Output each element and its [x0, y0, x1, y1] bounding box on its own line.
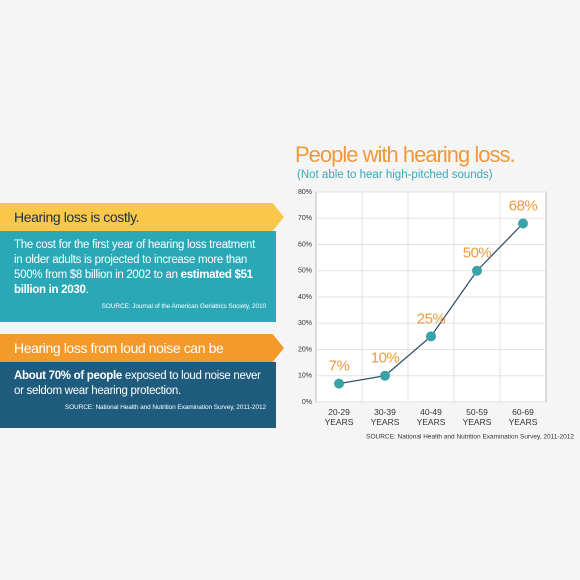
- data-label: 50%: [463, 245, 492, 262]
- data-label: 25%: [417, 310, 446, 327]
- info-block: About 70% of people exposed to loud nois…: [0, 362, 276, 428]
- point: [334, 378, 344, 389]
- body-text: exposed to loud noise never or seldom we…: [14, 370, 261, 397]
- source: SOURCE: Journal of the American Geriatri…: [101, 303, 267, 310]
- body-bold: About 70% of people: [14, 370, 123, 382]
- data-label: 7%: [329, 358, 350, 375]
- point: [472, 265, 482, 276]
- banner-heading: Hearing loss is costly.: [0, 203, 284, 231]
- y-tick-label: 60%: [298, 241, 312, 248]
- y-tick-label: 30%: [298, 320, 312, 327]
- point: [426, 331, 436, 342]
- y-tick-label: 10%: [298, 373, 312, 380]
- data-label: 68%: [509, 197, 538, 214]
- body-bold: estimated $51 billion in 2030: [14, 269, 253, 296]
- body-text: .: [85, 284, 89, 296]
- source: SOURCE: National Health and Nutrition Ex…: [64, 404, 266, 411]
- chart-title: People with hearing loss.: [295, 142, 515, 167]
- body-text: The cost for the first year of hearing l…: [14, 239, 256, 281]
- info-block: The cost for the first year of hearing l…: [0, 231, 276, 322]
- chart-source: SOURCE: National Health and Nutrition Ex…: [366, 434, 574, 441]
- banner-heading: Hearing loss from loud noise can be prev…: [0, 334, 284, 362]
- y-tick-label: 50%: [298, 268, 312, 275]
- x-tick-label: 20-29 YEARS: [324, 407, 354, 427]
- x-tick-label: 30-39 YEARS: [370, 407, 400, 427]
- y-tick-label: 0%: [302, 399, 312, 406]
- y-tick-label: 20%: [298, 346, 312, 353]
- x-tick-label: 60-69 YEARS: [508, 407, 538, 427]
- point: [380, 370, 390, 381]
- chart-subtitle: (Not able to hear high-pitched sounds): [297, 169, 493, 181]
- data-label: 10%: [371, 350, 400, 367]
- y-tick-label: 40%: [298, 294, 312, 301]
- y-tick-label: 70%: [298, 215, 312, 222]
- x-tick-label: 50-59 YEARS: [462, 407, 492, 427]
- y-tick-label: 80%: [298, 189, 312, 196]
- point: [518, 218, 528, 229]
- x-tick-label: 40-49 YEARS: [416, 407, 446, 427]
